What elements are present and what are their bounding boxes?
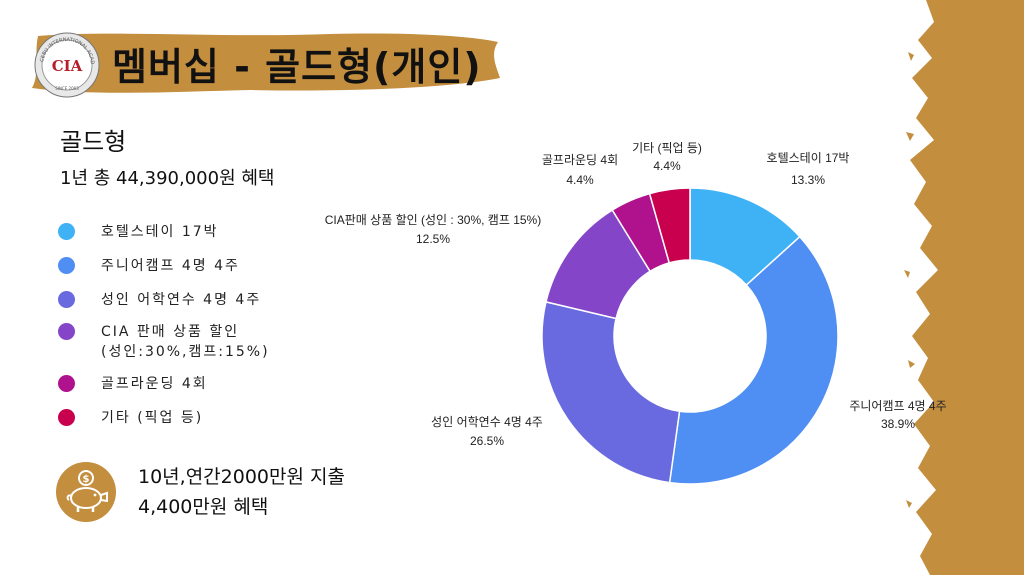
savings-summary: 10년,연간2000만원 지출 4,400만원 혜택 xyxy=(138,462,345,522)
slice-percent-label: 4.4% xyxy=(653,159,681,173)
slice-name-label: 호텔스테이 17박 xyxy=(767,151,850,165)
savings-line-1: 10년,연간2000만원 지출 xyxy=(138,466,345,488)
legend-dot xyxy=(58,375,75,392)
legend-item: 골프라운딩 4회 xyxy=(58,374,208,394)
annual-total-benefit: 1년 총 44,390,000원 혜택 xyxy=(60,168,275,189)
piggy-bank-icon: $ xyxy=(56,462,116,522)
savings-line-2: 4,400만원 혜택 xyxy=(138,496,269,518)
legend-dot xyxy=(58,223,75,240)
legend-item: 기타 (픽업 등) xyxy=(58,408,203,428)
page-title: 멤버십 - 골드형(개인) xyxy=(112,45,482,89)
legend-dot xyxy=(58,323,75,340)
slice-percent-label: 26.5% xyxy=(470,434,504,448)
donut-slice xyxy=(648,187,691,264)
legend-item: 주니어캠프 4명 4주 xyxy=(58,256,240,276)
legend-label: 호텔스테이 17박 xyxy=(101,224,219,240)
gold-torn-edge xyxy=(904,0,1024,575)
slice-name-label: 기타 (픽업 등) xyxy=(632,141,702,155)
svg-text:$: $ xyxy=(83,474,90,485)
slice-percent-label: 12.5% xyxy=(416,232,450,246)
slice-name-label: CIA판매 상품 할인 (성인 : 30%, 캠프 15%) xyxy=(325,213,541,227)
donut-slice xyxy=(541,300,681,484)
legend-label: 기타 (픽업 등) xyxy=(101,410,204,426)
plan-heading: 골드형 xyxy=(60,128,127,156)
cia-logo: CIA CEBU INTERNATIONAL ACADEMY SINCE 200… xyxy=(31,28,100,98)
slice-name-label: 성인 어학연수 4명 4주 xyxy=(431,415,543,429)
slice-name-label: 골프라운딩 4회 xyxy=(542,153,618,167)
slice-name-label: 주니어캠프 4명 4주 xyxy=(849,399,946,413)
slice-percent-label: 13.3% xyxy=(791,173,825,187)
legend-item: 호텔스테이 17박 xyxy=(58,222,219,242)
logo-text: CIA xyxy=(52,57,83,75)
legend-item: 성인 어학연수 4명 4주 xyxy=(58,290,261,310)
legend-label: CIA 판매 상품 할인 (성인:30%,캠프:15%) xyxy=(101,324,270,360)
legend-dot xyxy=(58,409,75,426)
legend-dot xyxy=(58,257,75,274)
legend-label: 골프라운딩 4회 xyxy=(101,376,208,392)
legend-label: 주니어캠프 4명 4주 xyxy=(101,258,240,274)
slice-percent-label: 4.4% xyxy=(566,173,594,187)
logo-since-text: SINCE 2003 xyxy=(55,86,79,91)
slice-percent-label: 38.9% xyxy=(881,417,915,431)
donut-slice xyxy=(668,235,839,485)
legend-label: 성인 어학연수 4명 4주 xyxy=(101,292,262,308)
title-brush-background xyxy=(32,33,500,93)
legend-dot xyxy=(58,291,75,308)
legend-item: CIA 판매 상품 할인 (성인:30%,캠프:15%) xyxy=(58,322,270,362)
